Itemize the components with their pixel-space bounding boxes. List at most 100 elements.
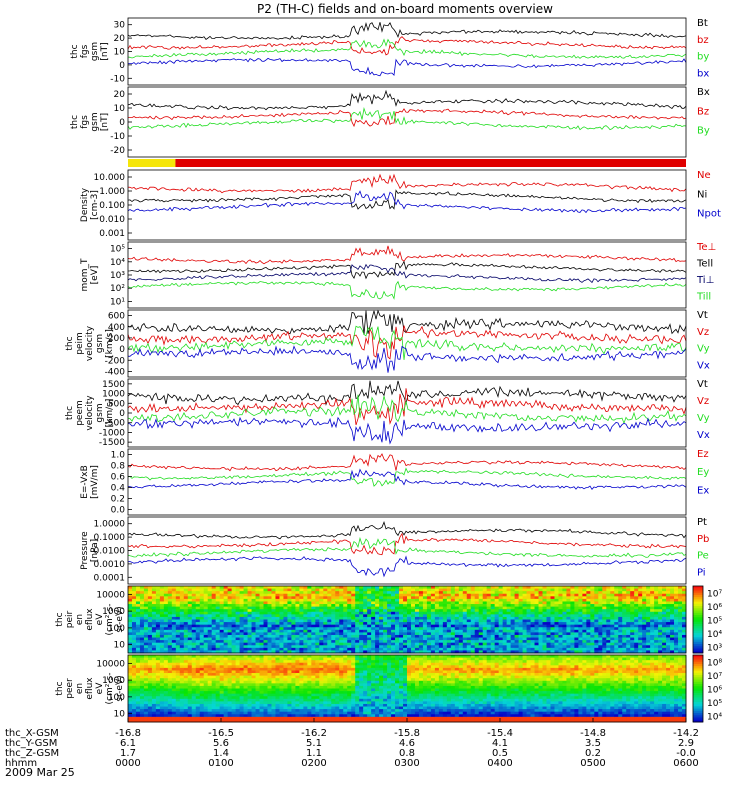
spectrogram-cell (239, 673, 244, 677)
spectrogram-cell (554, 650, 559, 654)
spectrogram-cell (646, 588, 651, 592)
spectrogram-cell (167, 698, 173, 702)
series-line-Vz (127, 325, 687, 360)
spectrogram-cell (343, 650, 348, 654)
spectrogram-cell (195, 660, 201, 664)
spectrogram-cell (271, 596, 276, 600)
spectrogram-cell (207, 640, 213, 644)
spectrogram-cell (259, 614, 264, 618)
spectrogram-cell (139, 624, 145, 628)
spectrogram-cell (343, 586, 348, 589)
spectrogram-cell (271, 611, 276, 615)
spectrogram-cell (498, 619, 504, 623)
spectrogram-cell (550, 593, 555, 597)
spectrogram-cell (191, 660, 197, 664)
spectrogram-cell (414, 586, 420, 589)
spectrogram-cell (466, 591, 472, 595)
spectrogram-cell (263, 619, 268, 623)
spectrogram-cell (506, 629, 512, 633)
spectrogram-cell (291, 627, 296, 631)
spectrogram-cell (558, 604, 563, 608)
spectrogram-cell (614, 616, 619, 620)
spectrogram-cell (359, 619, 364, 623)
spectrogram-cell (674, 629, 679, 633)
spectrogram-cell (303, 604, 308, 608)
spectrogram-cell (399, 629, 404, 633)
spectrogram-cell (147, 709, 153, 713)
spectrogram-cell (458, 606, 464, 610)
spectrogram-cell (139, 614, 145, 618)
spectrogram-cell (351, 627, 356, 631)
spectrogram-cell (179, 709, 185, 713)
spectrogram-cell (195, 701, 201, 705)
spectrogram-cell (478, 629, 484, 633)
spectrogram-cell (235, 611, 240, 615)
spectrogram-cell (606, 622, 611, 626)
spectrogram-cell (430, 586, 436, 589)
spectrogram-cell (522, 604, 527, 608)
spectrogram-cell (630, 593, 635, 597)
ytick-label: 0 (119, 409, 125, 419)
spectrogram-cell (658, 604, 663, 608)
spectrogram-cell (223, 627, 229, 631)
spectrogram-cell (128, 604, 133, 608)
ylabel: E=-VxB[mV/m] (80, 465, 100, 499)
spectrogram-cell (163, 619, 169, 623)
spectrogram-cell (219, 601, 225, 605)
spectrogram-cell (143, 645, 149, 649)
spectrogram-cell (231, 696, 237, 700)
spectrogram-cell (203, 698, 209, 702)
spectrogram-cell (215, 586, 221, 589)
panel-frame (127, 516, 687, 585)
spectrogram-cell (582, 619, 587, 623)
spectrogram-cell (375, 622, 380, 626)
spectrogram-cell (518, 586, 523, 589)
spectrogram-cell (490, 614, 496, 618)
spectrogram-cell (243, 624, 248, 628)
spectrogram-cell (211, 696, 217, 700)
spectrogram-cell (662, 616, 667, 620)
spectrogram-cell (666, 616, 671, 620)
spectrogram-cell (275, 596, 280, 600)
spectrogram-cell (143, 709, 149, 713)
spectrogram-cell (538, 634, 543, 638)
spectrogram-cell (590, 593, 595, 597)
spectrogram-cell (299, 622, 304, 626)
spectrogram-cell (307, 611, 312, 615)
spectrogram-cell (355, 624, 360, 628)
spectrogram-cell (426, 596, 432, 600)
spectrogram-cell (526, 650, 531, 654)
ytick-label: 1000 (102, 390, 125, 400)
spectrogram-cell (175, 591, 181, 595)
spectrogram-cell (307, 593, 312, 597)
spectrogram-cell (602, 593, 607, 597)
spectrogram-cell (135, 662, 141, 666)
spectrogram-cell (375, 632, 380, 636)
spectrogram-cell (263, 696, 268, 700)
spectrogram-cell (339, 642, 344, 646)
spectrogram-cell (646, 622, 651, 626)
spectrogram-cell (574, 609, 579, 613)
spectrogram-cell (454, 647, 460, 651)
spectrogram-cell (650, 619, 655, 623)
spectrogram-cell (147, 673, 153, 677)
spectrogram-cell (490, 634, 496, 638)
spectrogram-cell (590, 642, 595, 646)
spectrogram-cell (638, 598, 643, 602)
spectrogram-cell (395, 609, 400, 613)
spectrogram-cell (666, 586, 671, 589)
spectrogram-cell (486, 645, 492, 649)
spectrogram-cell (251, 673, 256, 677)
spectrogram-cell (426, 616, 432, 620)
panel-peir_eflux: 10³10⁴10⁵10⁶10⁷10100100010000thcpeirenef… (55, 585, 722, 654)
spectrogram-cell (263, 616, 268, 620)
ytick-label: 0.010 (99, 215, 125, 225)
spectrogram-cell (363, 619, 368, 623)
spectrogram-cell (526, 611, 531, 615)
ylabel-line: E=-VxB (80, 465, 90, 499)
spectrogram-cell (283, 598, 288, 602)
spectrogram-cell (363, 598, 368, 602)
spectrogram-cell (128, 611, 133, 615)
spectrogram-cell (434, 593, 440, 597)
spectrogram-cell (315, 616, 320, 620)
